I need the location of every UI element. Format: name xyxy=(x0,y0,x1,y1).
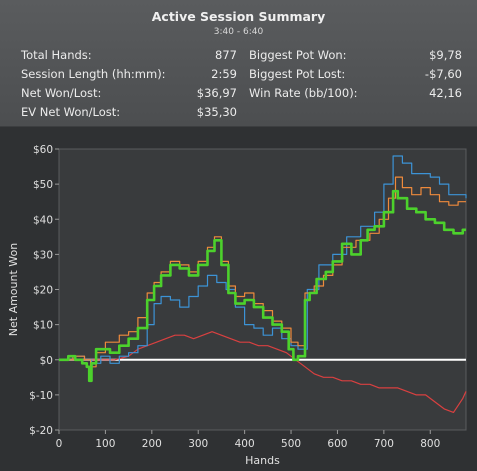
win-rate-value: 42,16 xyxy=(429,86,462,100)
y-tick-label: $30 xyxy=(33,249,53,261)
x-tick-label: 200 xyxy=(142,438,162,450)
session-length-label: Session Length (hh:mm): xyxy=(21,67,166,81)
y-axis-title: Net Amount Won xyxy=(7,243,20,336)
x-tick-label: 800 xyxy=(420,438,440,450)
biggest-pot-lost-value: -$7,60 xyxy=(424,67,462,81)
x-tick-label: 500 xyxy=(281,438,301,450)
total-hands-value: 877 xyxy=(215,48,237,62)
win-rate-label: Win Rate (bb/100): xyxy=(249,86,358,100)
y-tick-label: $-10 xyxy=(29,390,53,402)
net-won-chart: $-20 $-10 $0 $10 $20 $30 $40 $50 $60 0 100 200 300 40… xyxy=(0,127,477,467)
y-tick-label: $20 xyxy=(33,285,53,297)
y-tick-label: $-20 xyxy=(29,425,53,437)
ev-net-won-lost-label: EV Net Won/Lost: xyxy=(21,105,121,119)
biggest-pot-won-value: $9,78 xyxy=(429,48,462,62)
total-hands-label: Total Hands: xyxy=(21,48,92,62)
x-axis-title: Hands xyxy=(245,454,280,467)
biggest-pot-lost-label: Biggest Pot Lost: xyxy=(249,67,346,81)
net-won-lost-label: Net Won/Lost: xyxy=(21,86,102,100)
biggest-pot-won-label: Biggest Pot Won: xyxy=(249,48,347,62)
ev-net-won-lost-value: $35,30 xyxy=(196,105,237,119)
x-tick-label: 700 xyxy=(374,438,394,450)
x-tick-label: 300 xyxy=(188,438,208,450)
net-won-lost-value: $36,97 xyxy=(196,86,237,100)
y-tick-label: $40 xyxy=(33,214,53,226)
orange-series-line xyxy=(59,176,466,368)
y-tick-label: $60 xyxy=(33,144,53,156)
plot-area xyxy=(58,148,467,431)
green-series-line xyxy=(59,189,466,383)
x-tick-label: 600 xyxy=(327,438,347,450)
y-tick-label: $10 xyxy=(33,320,53,332)
session-length-value: 2:59 xyxy=(211,67,237,81)
session-summary-panel: Active Session Summary 3:40 - 6:40 Total… xyxy=(0,0,477,127)
x-tick-label: 0 xyxy=(56,438,63,450)
y-tick-label: $50 xyxy=(33,179,53,191)
summary-title: Active Session Summary xyxy=(151,9,326,24)
x-tick-label: 400 xyxy=(235,438,255,450)
x-tick-label: 100 xyxy=(95,438,115,450)
session-time-range: 3:40 - 6:40 xyxy=(213,27,264,37)
chart-svg: $-20 $-10 $0 $10 $20 $30 $40 $50 $60 0 100 200 300 40… xyxy=(7,144,467,467)
blue-series-line xyxy=(59,155,467,364)
y-tick-label: $0 xyxy=(40,355,53,367)
